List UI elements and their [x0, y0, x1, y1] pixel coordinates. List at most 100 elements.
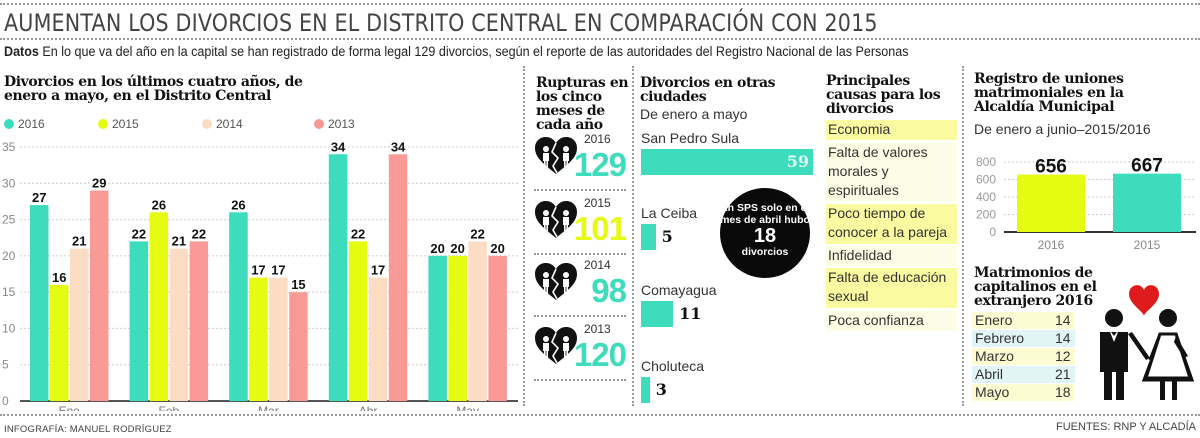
rupture-separator: [534, 189, 626, 191]
bar-value-label: 17: [371, 263, 385, 278]
rupture-count: 98: [591, 272, 627, 309]
cause-item: Falta de educación sexual: [826, 268, 957, 308]
rupture-item-2014: 2014 98: [530, 254, 630, 322]
x-tick-label: Ene: [59, 404, 81, 411]
x-tick-label: Abr: [359, 404, 378, 411]
y-tick-label: 15: [2, 285, 16, 299]
footer-rule: [0, 414, 1200, 416]
month-cell: Febrero: [975, 330, 1025, 346]
bar-value-label: 26: [152, 197, 166, 212]
legend-item-2014: 2014: [202, 117, 243, 131]
rupture-count: 101: [573, 210, 627, 247]
x-tick-label: 2015: [1134, 238, 1161, 252]
city-value: 59: [786, 152, 809, 171]
bar-mar-2016: [229, 212, 248, 401]
registry-value-label: 667: [1131, 156, 1163, 177]
y-tick-label: 0: [2, 394, 9, 408]
city-bar: [641, 224, 656, 250]
table-row: Mayo 18: [972, 384, 1075, 401]
wedding-couple-icon: [1100, 285, 1194, 400]
city-value: 11: [679, 304, 702, 323]
divider-3: [962, 66, 964, 406]
bar-value-label: 22: [192, 226, 206, 241]
legend-dot-icon: [314, 119, 324, 129]
cities-title: Divorcios en otras ciudades: [640, 75, 776, 105]
registry-bar-chart: 0 200 400 600 800 656 2016 667 2015: [976, 155, 1196, 252]
sps-note-badge: En SPS solo en el mes de abril hubo 18 d…: [720, 188, 810, 278]
y-tick-label: 200: [976, 208, 996, 222]
table-row: Marzo 12: [972, 348, 1075, 365]
subtitle-label: Datos: [4, 44, 39, 59]
x-tick-label: May: [456, 404, 479, 411]
y-tick-label: 800: [976, 155, 996, 169]
bar-abr-2015: [348, 241, 368, 401]
bar-abr-2014: [368, 277, 388, 401]
bar-value-label: 21: [72, 234, 86, 249]
cause-item: Poca confianza: [826, 311, 957, 331]
bar-ene-2016: [30, 205, 49, 401]
rupture-item-2013: 2013 120: [530, 318, 630, 386]
table-row: Febrero 14: [972, 330, 1075, 347]
bar-feb-2016: [129, 241, 149, 401]
month-cell: Abril: [975, 366, 1004, 382]
city-value: 3: [655, 380, 667, 399]
y-tick-label: 5: [2, 358, 9, 372]
registry-bar-2016: [1017, 174, 1085, 232]
bar-may-2013: [488, 255, 507, 401]
legend-dot-icon: [4, 119, 14, 129]
value-cell: 21: [1055, 366, 1071, 382]
legend-dot-icon: [202, 119, 212, 129]
bar-ene-2013: [90, 190, 109, 401]
broken-heart-icon: [535, 137, 577, 174]
divider-2: [632, 66, 634, 406]
city-bar: [641, 301, 674, 327]
cause-item: Economia: [826, 120, 957, 140]
cities-subtitle: De enero a mayo: [640, 106, 748, 122]
broken-heart-icon: [535, 201, 577, 238]
rupture-item-2016: 2016 129: [530, 128, 630, 196]
month-cell: Enero: [975, 312, 1013, 328]
bar-value-label: 34: [391, 139, 406, 154]
sps-note-unit: divorcios: [741, 246, 789, 258]
y-tick-label: 10: [2, 321, 16, 335]
y-tick-label: 400: [976, 190, 996, 204]
broken-heart-icon: [535, 327, 577, 364]
broken-heart-icon: [535, 263, 577, 300]
subtitle: Datos En lo que va del año en la capital…: [4, 44, 909, 59]
bar-value-label: 20: [490, 241, 504, 256]
y-tick-label: 35: [2, 140, 16, 154]
legend-label: 2014: [216, 117, 243, 131]
rupture-year: 2015: [584, 196, 611, 210]
x-tick-label: 2016: [1038, 238, 1065, 252]
y-tick-label: 0: [989, 225, 996, 239]
value-cell: 14: [1055, 330, 1071, 346]
bar-value-label: 15: [291, 277, 305, 292]
sps-note-text: En SPS solo en el mes de abril hubo: [720, 202, 810, 226]
value-cell: 12: [1055, 348, 1071, 364]
registry-bar-2015: [1113, 173, 1181, 232]
legend-item-2013: 2013: [314, 117, 355, 131]
value-cell: 14: [1055, 312, 1071, 328]
bar-mar-2013: [289, 292, 308, 401]
main-chart-legend: 2016 2015 2014 2013: [4, 117, 424, 131]
rupture-separator: [534, 379, 626, 381]
bar-value-label: 29: [92, 176, 106, 191]
rupture-count: 120: [573, 336, 627, 373]
table-row: Enero 14: [972, 312, 1075, 329]
registry-value-label: 656: [1035, 157, 1067, 178]
rupture-item-2015: 2015 101: [530, 192, 630, 260]
city-bar: [641, 377, 650, 403]
abroad-marriages-title: Matrimonios de capitalinos en el extranj…: [974, 265, 1097, 309]
causes-title: Principales causas para los divorcios: [826, 73, 941, 117]
page-title: AUMENTAN LOS DIVORCIOS EN EL DISTRITO CE…: [4, 9, 878, 37]
city-label: Choluteca: [641, 358, 705, 374]
bar-ene-2015: [50, 284, 69, 401]
y-tick-label: 20: [2, 249, 16, 263]
bar-value-label: 17: [251, 263, 265, 278]
legend-dot-icon: [98, 119, 108, 129]
rupture-separator: [534, 253, 626, 255]
rupture-separator: [534, 315, 626, 317]
bar-value-label: 20: [450, 241, 464, 256]
bar-feb-2013: [189, 241, 209, 401]
bar-may-2014: [468, 241, 487, 401]
